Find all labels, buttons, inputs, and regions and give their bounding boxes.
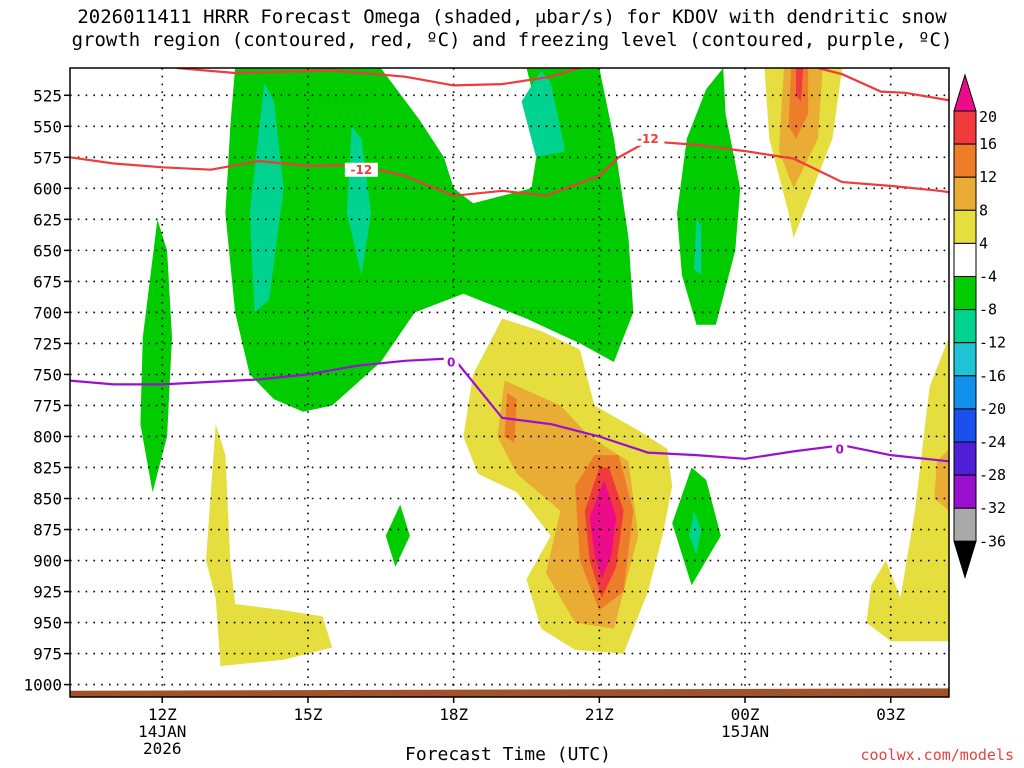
contour-label: -12 [351, 163, 373, 177]
omega-region-downward-weak-4 [866, 337, 949, 642]
y-tick-label: 750 [33, 365, 62, 384]
y-tick-label: 700 [33, 303, 62, 322]
omega-region-downward-extreme-1 [589, 479, 617, 580]
x-tick-label: 21Z [585, 705, 614, 724]
title-line-1: 2026011411 HRRR Forecast Omega (shaded, … [77, 6, 947, 28]
colorbar-bottom-arrow [953, 540, 977, 580]
omega-region-upward-mod-5 [689, 510, 702, 555]
x-tick-date: 15JAN [721, 722, 769, 741]
isotherm-layer: -12 -12 0 0 [70, 68, 949, 463]
terrain-layer [70, 688, 949, 697]
omega-region-upward-mod-4 [694, 219, 702, 276]
x-tick-label: 12Z [148, 705, 177, 724]
colorbar-label: -4 [979, 268, 997, 286]
contour-label-bg [344, 162, 378, 177]
omega-region-downward-strong-2 [796, 68, 804, 102]
colorbar-band [953, 507, 977, 542]
y-tick-label: 800 [33, 427, 62, 446]
contour-label: 0 [836, 442, 844, 456]
omega-region-upward-mod-3 [521, 70, 566, 158]
colorbar-label: 16 [979, 135, 997, 153]
terrain-ground [70, 688, 949, 697]
colorbar-label: -12 [979, 334, 1006, 352]
colorbar-band [953, 209, 977, 244]
colorbar-label: 8 [979, 201, 988, 219]
colorbar-band [953, 309, 977, 344]
x-tick-label: 15Z [294, 705, 323, 724]
y-tick-label: 875 [33, 521, 62, 540]
colorbar-band [953, 276, 977, 311]
colorbar-label: 4 [979, 234, 988, 252]
omega-shading-layer [140, 68, 949, 666]
omega-region-upward-strong-c [140, 219, 172, 493]
colorbar: 20 16 12 8 4 -4 -8 -12 -16 -20 -24 -28 -32 -36 [953, 73, 1006, 580]
contour-label: -12 [637, 132, 659, 146]
colorbar-band [953, 176, 977, 211]
x-tick-year: 2026 [143, 739, 182, 758]
colorbar-top-arrow [953, 73, 977, 112]
omega-region-upward-strong-b [677, 68, 741, 325]
y-tick-label: 850 [33, 489, 62, 508]
y-tick-label: 900 [33, 552, 62, 571]
y-tick-label: 775 [33, 396, 62, 415]
colorbar-label: -8 [979, 301, 997, 319]
colorbar-band [953, 408, 977, 443]
omega-region-upward-strong [225, 68, 634, 412]
colorbar-band [953, 441, 977, 476]
colorbar-label: -36 [979, 532, 1006, 550]
omega-region-downward-mod-3 [934, 448, 949, 511]
omega-region-upward-strong-d [385, 504, 410, 567]
y-tick-label: 825 [33, 458, 62, 477]
colorbar-label: 20 [979, 108, 997, 126]
y-tick-label: 950 [33, 614, 62, 633]
y-axis: 525 550 575 600 625 650 675 700 725 750 775 800 825 8… [23, 86, 70, 695]
y-tick-label: 975 [33, 645, 62, 664]
y-tick-label: 625 [33, 210, 62, 229]
chart-title: 2026011411 HRRR Forecast Omega (shaded, … [0, 6, 1024, 52]
contour-label-bg [631, 131, 665, 146]
colorbar-label: -16 [979, 367, 1006, 385]
y-tick-label: 575 [33, 148, 62, 167]
freezing-level-line [70, 357, 949, 463]
colorbar-label: -32 [979, 499, 1006, 517]
x-tick-date: 14JAN [138, 722, 186, 741]
x-tick-label: 00Z [731, 705, 760, 724]
y-tick-label: 1000 [23, 676, 62, 695]
contour-label-bg [443, 355, 459, 370]
credit-text: coolwx.com/models [860, 746, 1014, 764]
contour-label: 0 [447, 356, 455, 370]
contour-label-bg [832, 441, 848, 456]
colorbar-band [953, 474, 977, 509]
y-tick-label: 725 [33, 334, 62, 353]
colorbar-band [953, 143, 977, 178]
colorbar-label: -28 [979, 466, 1006, 484]
y-tick-label: 600 [33, 179, 62, 198]
gridlines [70, 68, 949, 697]
colorbar-label: -20 [979, 400, 1006, 418]
colorbar-band [953, 375, 977, 410]
colorbar-band [953, 110, 977, 145]
omega-region-upward-mod-1 [249, 82, 284, 313]
colorbar-band [953, 342, 977, 377]
x-tick-label: 03Z [876, 705, 905, 724]
isotherm-minus12-line [176, 68, 581, 87]
y-tick-label: 925 [33, 583, 62, 602]
x-axis-label: Forecast Time (UTC) [405, 744, 611, 765]
y-tick-label: 550 [33, 117, 62, 136]
plot-frame [69, 67, 950, 698]
y-tick-label: 525 [33, 86, 62, 105]
colorbar-label: -24 [979, 433, 1006, 451]
isotherm-minus12-line [817, 68, 949, 102]
y-tick-label: 650 [33, 241, 62, 260]
isotherm-minus12-line [70, 140, 949, 197]
omega-region-downward-weak-2 [206, 424, 333, 666]
colorbar-label: 12 [979, 168, 997, 186]
x-tick-label: 18Z [439, 705, 468, 724]
title-line-2: growth region (contoured, red, ºC) and f… [71, 29, 953, 51]
colorbar-band [953, 242, 977, 277]
y-tick-label: 675 [33, 272, 62, 291]
omega-region-downward-high-3 [788, 68, 809, 139]
